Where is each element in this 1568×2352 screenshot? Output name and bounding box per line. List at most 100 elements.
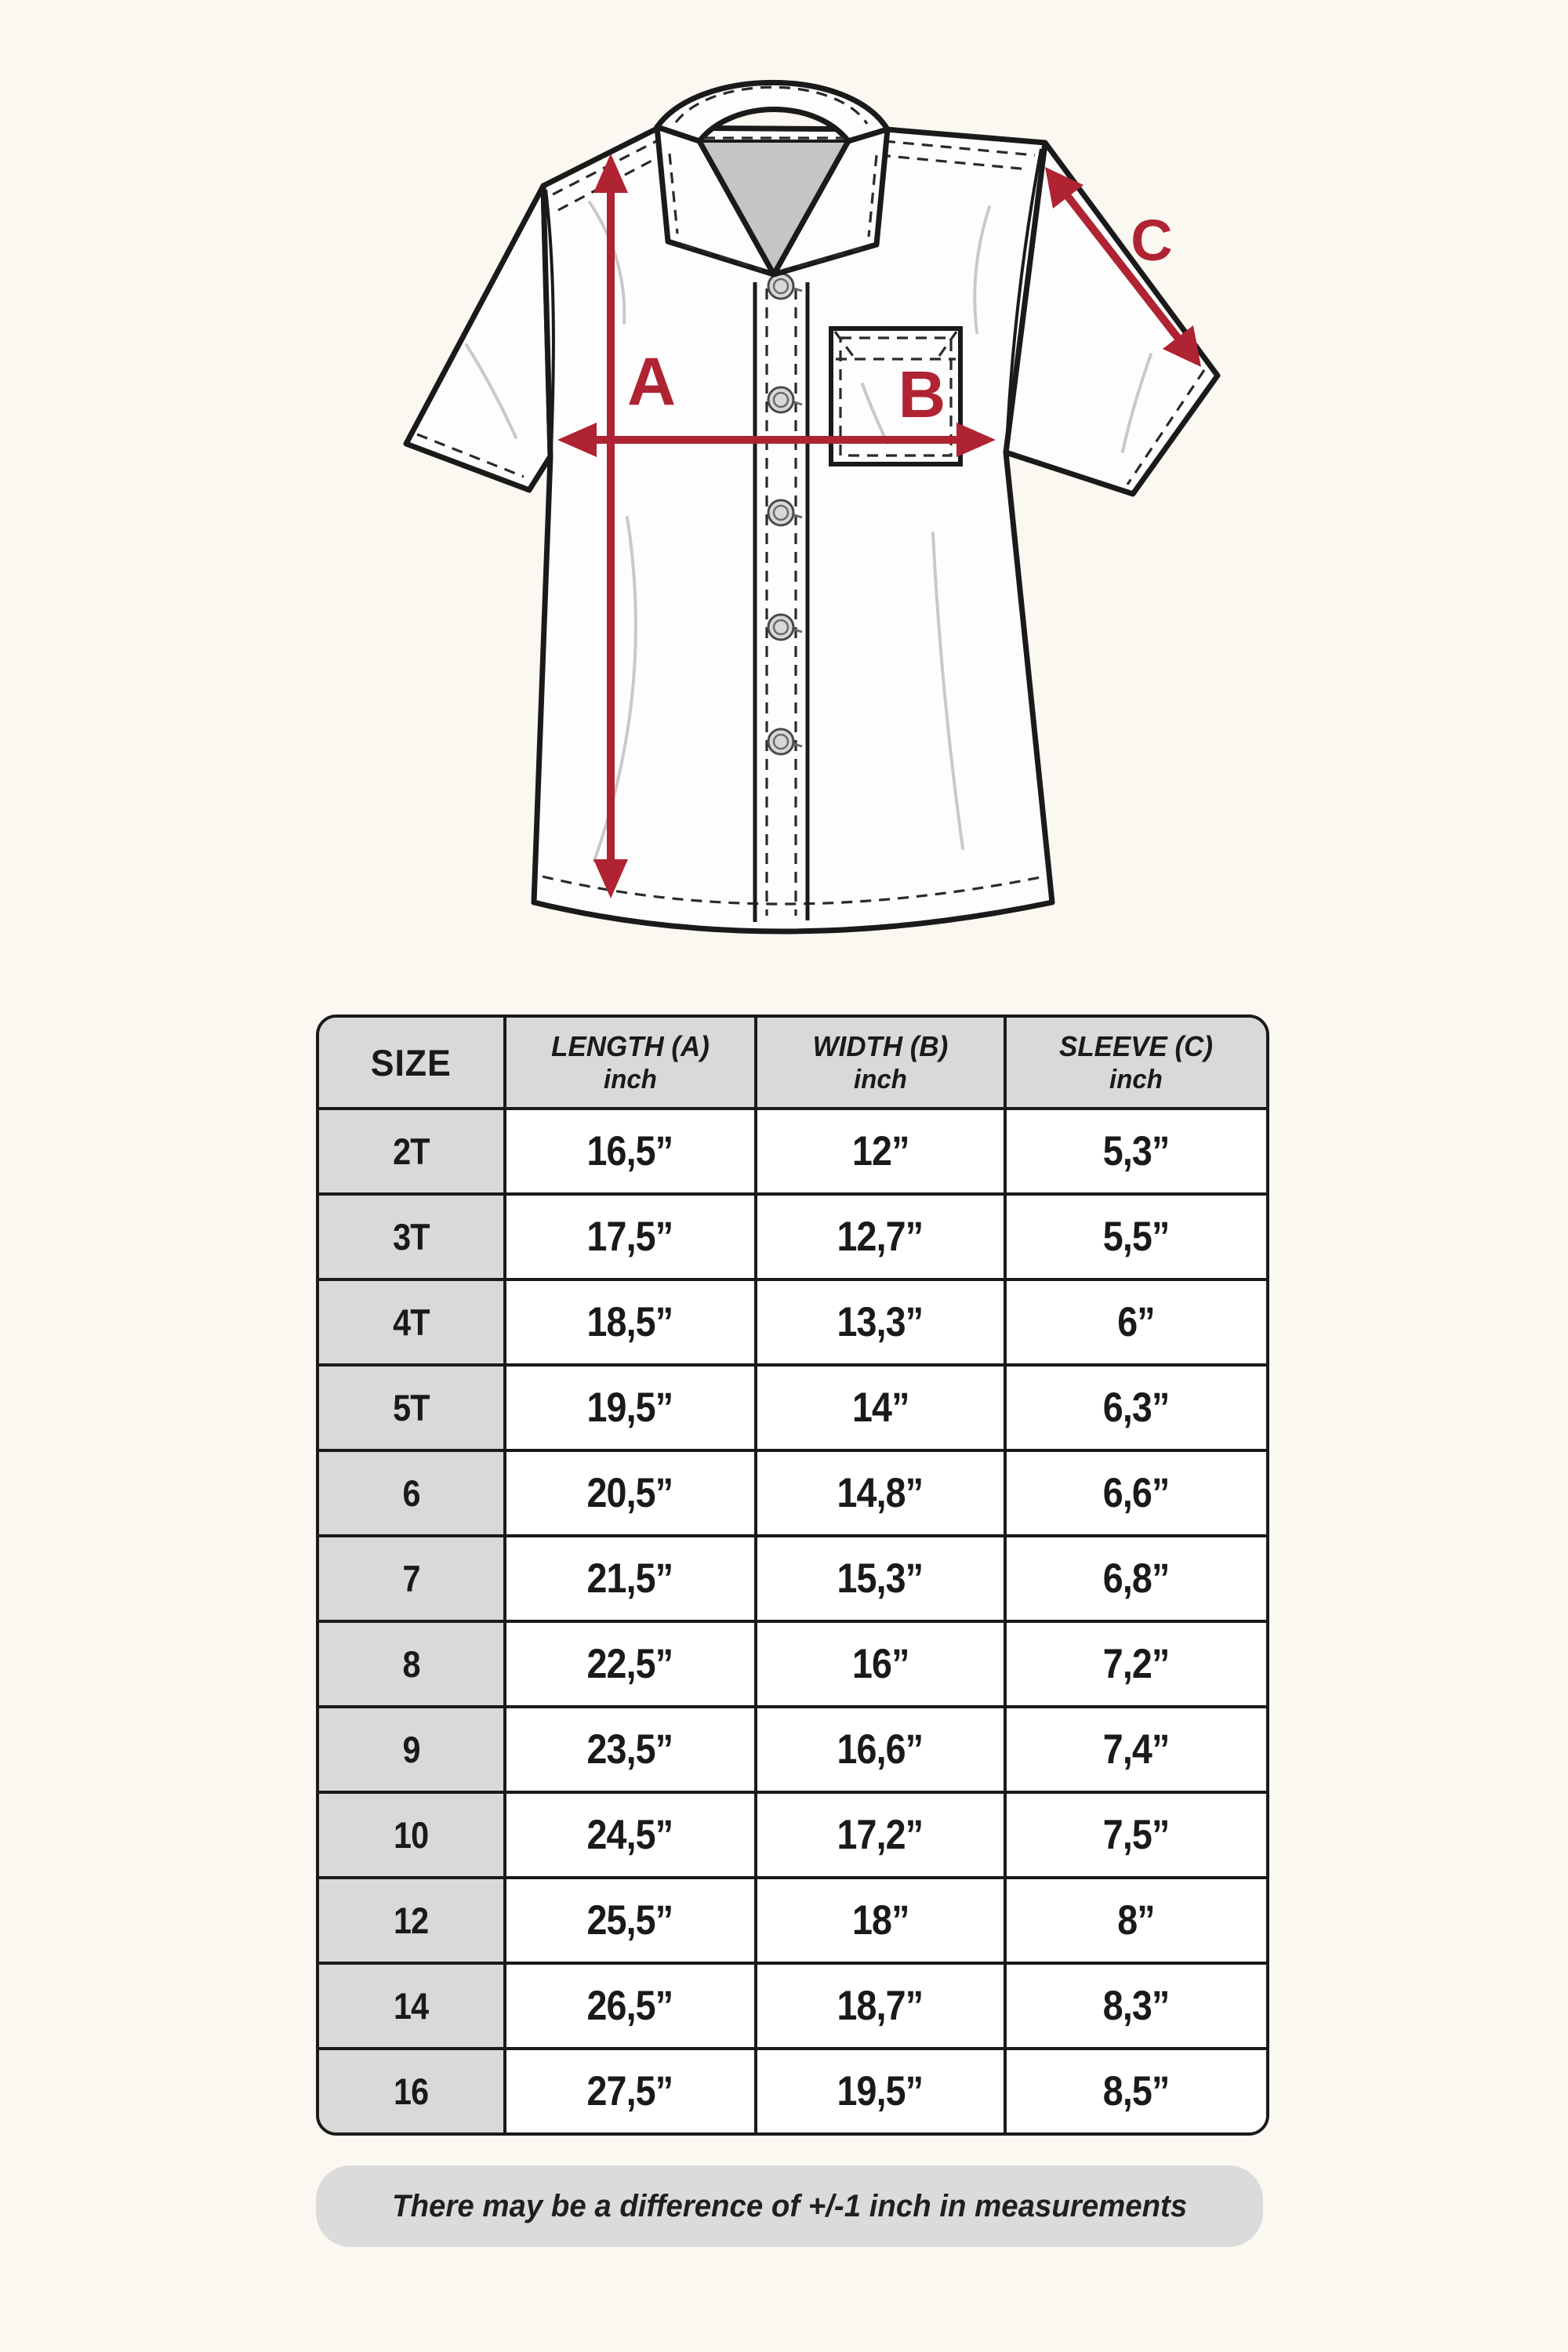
size-cell: 4T — [319, 1278, 505, 1365]
measurement-value: 7,4” — [1102, 1726, 1171, 1773]
sleeve-cell: 6” — [1003, 1278, 1266, 1365]
length-label: A — [627, 344, 676, 419]
length-cell: 27,5” — [503, 2047, 756, 2132]
sleeve-cell: 5,5” — [1003, 1192, 1266, 1279]
shirt-illustration-svg: A B C — [403, 79, 1221, 935]
button — [767, 499, 803, 527]
measurement-value: 17,5” — [586, 1214, 674, 1260]
size-value: 7 — [402, 1558, 420, 1599]
sleeve-cell: 5,3” — [1003, 1107, 1266, 1194]
table-row: 14 26,5” 18,7” 8,3” — [319, 1962, 1266, 2049]
sleeve-cell: 7,2” — [1003, 1620, 1266, 1707]
table-row: 9 23,5” 16,6” 7,4” — [319, 1705, 1266, 1792]
header-width-cell: WIDTH (B) inch — [753, 1018, 1005, 1109]
button — [767, 613, 803, 641]
measurement-value: 8,5” — [1102, 2068, 1171, 2114]
size-value: 2T — [393, 1131, 430, 1172]
measurement-value: 21,5” — [586, 1555, 674, 1602]
measurement-value: 25,5” — [586, 1897, 674, 1944]
measurement-value: 8,3” — [1102, 1983, 1171, 2029]
length-cell: 24,5” — [503, 1791, 756, 1878]
size-cell: 10 — [319, 1791, 505, 1878]
sleeve-cell: 8” — [1003, 1876, 1266, 1963]
measurement-value: 18,5” — [586, 1299, 674, 1345]
header-size-cell: SIZE — [319, 1018, 505, 1109]
button — [767, 728, 803, 756]
table-row: 7 21,5” 15,3” 6,8” — [319, 1534, 1266, 1621]
width-cell: 17,2” — [753, 1791, 1005, 1878]
width-cell: 18,7” — [753, 1962, 1005, 2049]
measurement-value: 18,7” — [837, 1983, 924, 2029]
table-row: 12 25,5” 18” 8” — [319, 1876, 1266, 1963]
size-cell: 9 — [319, 1705, 505, 1792]
size-value: 4T — [393, 1301, 430, 1343]
sleeve-cell: 6,3” — [1003, 1363, 1266, 1450]
measurement-value: 19,5” — [837, 2068, 924, 2114]
size-value: 3T — [393, 1216, 430, 1258]
size-value: 14 — [394, 1985, 429, 2027]
width-arrow — [557, 423, 996, 457]
button — [767, 386, 803, 414]
shirt-collar — [654, 79, 891, 278]
measurement-value: 5,3” — [1102, 1128, 1171, 1174]
size-cell: 6 — [319, 1449, 505, 1536]
length-cell: 17,5” — [503, 1192, 756, 1279]
shirt-placket — [753, 272, 810, 922]
width-cell: 19,5” — [753, 2047, 1005, 2132]
sleeve-cell: 7,4” — [1003, 1705, 1266, 1792]
measurement-value: 8” — [1117, 1897, 1156, 1944]
table-row: 16 27,5” 19,5” 8,5” — [319, 2047, 1266, 2132]
table-row: 2T 16,5” 12” 5,3” — [319, 1107, 1266, 1194]
sleeve-label: C — [1131, 208, 1172, 273]
measurement-value: 7,5” — [1102, 1812, 1171, 1858]
measurement-value: 22,5” — [586, 1641, 674, 1687]
size-value: 16 — [394, 2071, 429, 2112]
header-length-unit: inch — [603, 1064, 657, 1094]
width-cell: 13,3” — [753, 1278, 1005, 1365]
length-cell: 26,5” — [503, 1962, 756, 2049]
size-table-grid: SIZE LENGTH (A) inch WIDTH (B) inch — [319, 1018, 1266, 2132]
table-row: 6 20,5” 14,8” 6,6” — [319, 1449, 1266, 1536]
measurement-value: 23,5” — [586, 1726, 674, 1773]
measurement-disclaimer: There may be a difference of +/-1 inch i… — [316, 2165, 1263, 2247]
header-length-label: LENGTH (A) — [550, 1029, 710, 1062]
length-cell: 22,5” — [503, 1620, 756, 1707]
measurement-value: 6,6” — [1102, 1470, 1171, 1516]
table-row: 5T 19,5” 14” 6,3” — [319, 1363, 1266, 1450]
header-sleeve-cell: SLEEVE (C) inch — [1003, 1018, 1266, 1109]
measurement-value: 20,5” — [586, 1470, 674, 1516]
measurement-value: 27,5” — [586, 2068, 674, 2114]
size-value: 9 — [402, 1729, 420, 1770]
length-cell: 25,5” — [503, 1876, 756, 1963]
size-cell: 7 — [319, 1534, 505, 1621]
measurement-value: 26,5” — [586, 1983, 674, 2029]
size-value: 5T — [393, 1387, 430, 1428]
size-cell: 2T — [319, 1107, 505, 1194]
table-row: 10 24,5” 17,2” 7,5” — [319, 1791, 1266, 1878]
size-value: 10 — [394, 1814, 429, 1856]
header-width-label: WIDTH (B) — [812, 1029, 949, 1062]
size-value: 8 — [402, 1643, 420, 1685]
width-cell: 12,7” — [753, 1192, 1005, 1279]
measurement-value: 24,5” — [586, 1812, 674, 1858]
length-cell: 20,5” — [503, 1449, 756, 1536]
measurement-value: 16” — [851, 1641, 909, 1687]
width-cell: 14,8” — [753, 1449, 1005, 1536]
width-cell: 14” — [753, 1363, 1005, 1450]
header-sleeve-unit: inch — [1109, 1064, 1163, 1094]
header-width-unit: inch — [853, 1064, 907, 1094]
measurement-value: 14,8” — [837, 1470, 924, 1516]
table-row: 4T 18,5” 13,3” 6” — [319, 1278, 1266, 1365]
header-length-cell: LENGTH (A) inch — [503, 1018, 756, 1109]
length-cell: 19,5” — [503, 1363, 756, 1450]
measurement-value: 16,6” — [837, 1726, 924, 1773]
length-cell: 23,5” — [503, 1705, 756, 1792]
size-cell: 16 — [319, 2047, 505, 2132]
table-row: 3T 17,5” 12,7” 5,5” — [319, 1192, 1266, 1279]
measurement-value: 15,3” — [837, 1555, 924, 1602]
size-cell: 12 — [319, 1876, 505, 1963]
sleeve-cell: 8,3” — [1003, 1962, 1266, 2049]
width-label: B — [898, 358, 946, 431]
length-cell: 21,5” — [503, 1534, 756, 1621]
sleeve-cell: 7,5” — [1003, 1791, 1266, 1878]
